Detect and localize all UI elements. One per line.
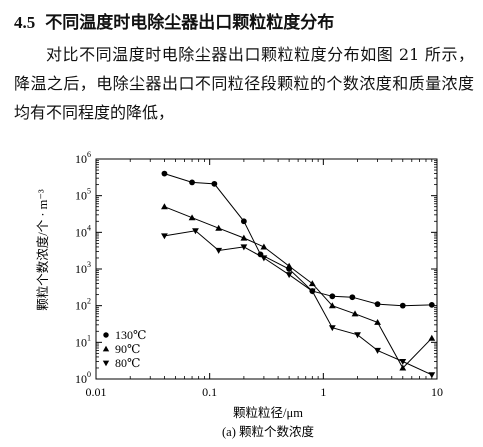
triangle-down-marker <box>215 247 223 254</box>
x-tick-label: 0.01 <box>86 385 107 399</box>
triangle-up-marker <box>102 345 110 352</box>
paragraph-text: 对比不同温度时电除尘器出口颗粒粒度分布如图 21 所示，降温之后，电除尘器出口不… <box>14 45 474 122</box>
circle-marker <box>103 332 109 338</box>
series-line <box>164 206 433 369</box>
legend-label: 130℃ <box>115 328 146 342</box>
circle-marker <box>240 218 247 225</box>
series-1 <box>161 203 436 371</box>
circle-marker <box>329 293 336 300</box>
series-2 <box>161 228 436 379</box>
triangle-down-marker <box>354 332 361 339</box>
circle-marker <box>374 301 381 308</box>
triangle-up-marker <box>308 280 316 287</box>
triangle-down-marker <box>399 358 407 365</box>
y-tick-label: 104 <box>75 223 91 239</box>
triangle-up-marker <box>328 302 336 309</box>
triangle-up-marker <box>351 310 359 317</box>
series-line <box>164 230 433 376</box>
x-axis-label: 颗粒粒径/μm <box>233 405 303 420</box>
y-tick-label: 100 <box>75 370 91 386</box>
triangle-up-marker <box>428 334 436 341</box>
chart-caption: (a) 颗粒个数浓度 <box>222 424 314 439</box>
y-tick-label: 101 <box>75 333 91 349</box>
circle-marker <box>399 302 406 309</box>
section-title: 不同温度时电除尘器出口颗粒粒度分布 <box>45 13 335 33</box>
y-tick-label: 102 <box>75 297 91 313</box>
triangle-down-marker <box>285 272 293 279</box>
triangle-down-marker <box>328 325 336 332</box>
triangle-down-marker <box>374 347 381 354</box>
series-0 <box>161 170 435 309</box>
y-tick-label: 103 <box>75 260 91 276</box>
legend-label: 90℃ <box>115 342 140 356</box>
chart-series-layer <box>161 170 436 379</box>
triangle-down-marker <box>308 288 316 295</box>
x-tick-label: 0.1 <box>202 385 217 399</box>
circle-marker <box>428 301 435 308</box>
triangle-up-marker <box>374 318 381 325</box>
y-axis-label: 颗粒个数浓度/个 · m⁻³ <box>35 189 50 311</box>
circle-marker <box>211 180 218 187</box>
circle-marker <box>161 170 168 177</box>
circle-marker <box>349 294 356 301</box>
triangle-down-marker <box>240 244 248 251</box>
section-number: 4.5 <box>14 13 36 32</box>
triangle-up-marker <box>240 234 248 241</box>
body-paragraph: 对比不同温度时电除尘器出口颗粒粒度分布如图 21 所示，降温之后，电除尘器出口不… <box>14 40 474 127</box>
triangle-down-marker <box>428 372 436 379</box>
triangle-up-marker <box>399 364 407 371</box>
triangle-up-marker <box>188 214 196 221</box>
y-tick-label: 105 <box>75 187 91 203</box>
section-heading: 4.5 不同温度时电除尘器出口颗粒粒度分布 <box>14 8 334 33</box>
plot-frame <box>95 158 438 380</box>
particle-number-concentration-chart: 0.01 0.1 1 10 100 101 102 103 104 105 106 130℃90℃8… <box>35 150 443 439</box>
circle-marker <box>189 179 195 186</box>
triangle-up-marker <box>161 203 168 210</box>
legend-label: 80℃ <box>115 356 140 370</box>
x-tick-label: 10 <box>431 385 443 399</box>
x-tick-label: 1 <box>320 385 326 399</box>
triangle-up-marker <box>285 262 293 269</box>
triangle-up-marker <box>260 243 268 250</box>
triangle-down-marker <box>161 233 168 240</box>
triangle-up-marker <box>215 224 223 231</box>
chart-legend: 130℃90℃80℃ <box>102 328 146 370</box>
triangle-down-marker <box>192 228 199 235</box>
series-line <box>164 173 432 307</box>
triangle-down-marker <box>260 255 268 262</box>
y-tick-label: 106 <box>75 150 91 166</box>
triangle-down-marker <box>102 360 110 367</box>
